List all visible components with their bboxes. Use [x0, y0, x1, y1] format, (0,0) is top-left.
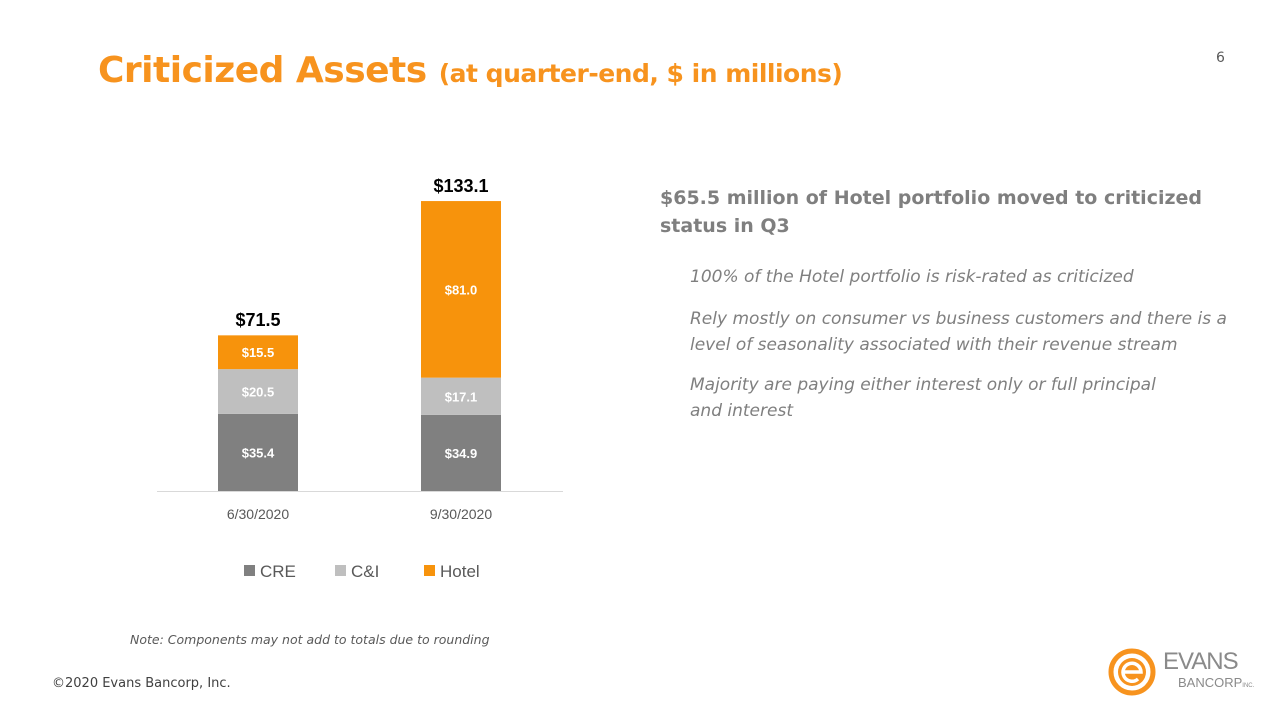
- bar-cre-0: [218, 413, 298, 491]
- footnote: Note: Components may not add to totals d…: [130, 632, 490, 647]
- title-main: Criticized Assets: [98, 50, 427, 91]
- legend-label: CRE: [260, 562, 296, 581]
- data-label: $20.5: [242, 384, 275, 399]
- data-label: $81.0: [445, 282, 478, 297]
- bar-ci-0: [218, 369, 298, 414]
- bullet-2: Rely mostly on consumer vs business cust…: [690, 309, 1227, 355]
- x-tick-label: 9/30/2020: [430, 506, 492, 522]
- data-label: $15.5: [242, 345, 275, 360]
- data-label: $34.9: [445, 446, 478, 461]
- logo-text: EVANS: [1163, 648, 1239, 675]
- total-label: $133.1: [433, 176, 488, 196]
- data-label: $17.1: [445, 389, 478, 404]
- legend-swatch: [244, 565, 255, 576]
- bar-hotel-1: [421, 201, 501, 378]
- evans-bancorp-logo: EVANS BANCORPINC.: [1108, 646, 1254, 698]
- stacked-bar-chart: $35.4 $20.5 $15.5 $71.5 6/30/2020 $34.9 $17.1 $…: [157, 176, 563, 581]
- bullet-3: Majority are paying either interest only…: [690, 375, 1156, 421]
- data-label: $35.4: [242, 445, 275, 460]
- total-label: $71.5: [235, 310, 280, 330]
- legend-swatch: [335, 565, 346, 576]
- logo-e-icon: [1108, 648, 1156, 696]
- bullet-1: 100% of the Hotel portfolio is risk-rate…: [690, 267, 1134, 287]
- headline: $65.5 million of Hotel portfolio moved t…: [660, 187, 1203, 237]
- bar-ci-1: [421, 377, 501, 415]
- page-title: Criticized Assets (at quarter-end, $ in …: [98, 50, 843, 91]
- x-tick-label: 6/30/2020: [227, 506, 289, 522]
- logo-subtext: BANCORPINC.: [1178, 675, 1255, 690]
- page-number: 6: [1216, 50, 1225, 66]
- bar-cre-1: [421, 414, 501, 491]
- bar-hotel-0: [218, 335, 298, 370]
- title-subtitle: (at quarter-end, $ in millions): [438, 59, 843, 88]
- legend-swatch: [424, 565, 435, 576]
- legend-label: Hotel: [440, 562, 480, 581]
- legend-label: C&I: [351, 562, 379, 581]
- copyright: ©2020 Evans Bancorp, Inc.: [52, 676, 231, 691]
